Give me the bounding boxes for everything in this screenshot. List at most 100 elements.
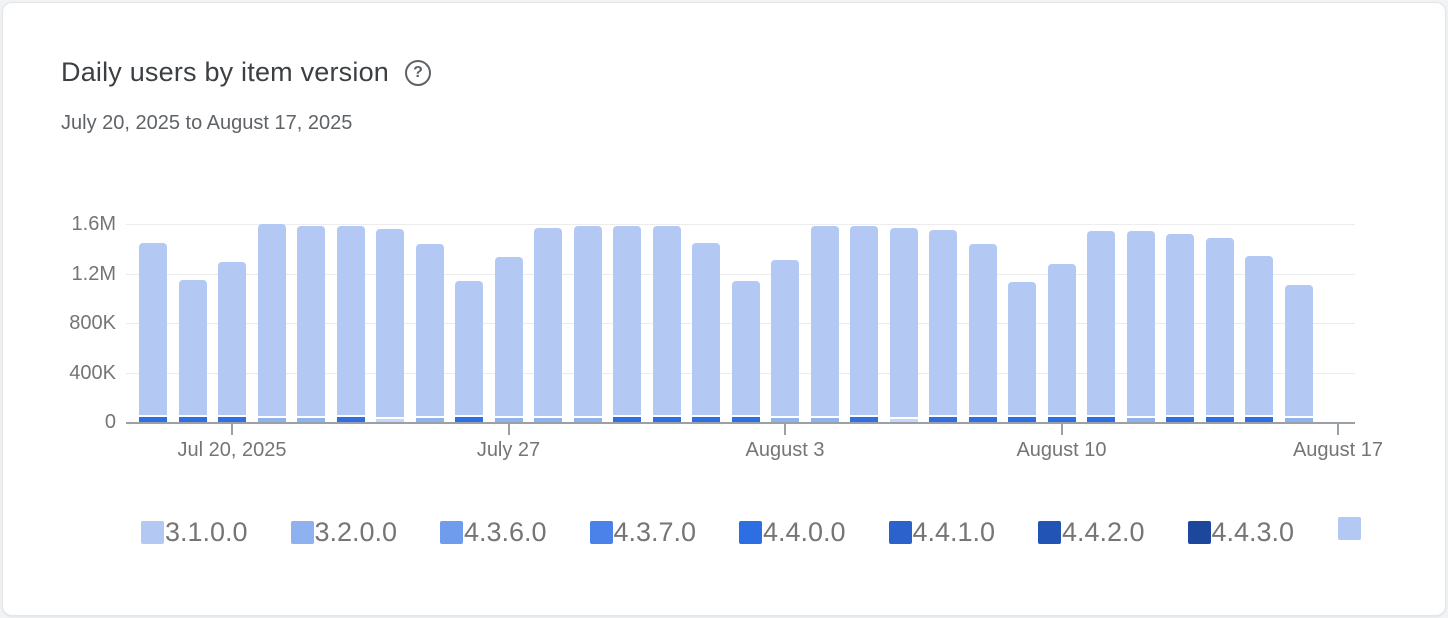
chart-bar-15[interactable] xyxy=(692,242,720,422)
legend-label: 4.3.7.0 xyxy=(613,517,697,547)
chart-bar-3[interactable] xyxy=(218,262,246,422)
bar-base-segment xyxy=(1205,417,1234,422)
bar-base-segment xyxy=(929,417,957,422)
x-tick-label: Jul 20, 2025 xyxy=(177,439,287,461)
bar-main-segment xyxy=(573,226,602,416)
bar-main-segment xyxy=(929,230,957,415)
legend-swatch xyxy=(440,521,463,544)
legend-label: 4.4.0.0 xyxy=(763,517,846,547)
chart-bar-10[interactable] xyxy=(494,257,523,422)
chart-bar-23[interactable] xyxy=(1008,282,1036,422)
x-tick-mark xyxy=(1060,422,1063,435)
legend-swatch xyxy=(290,521,314,544)
bar-base-segment xyxy=(1008,417,1036,422)
chart-bar-1[interactable] xyxy=(139,242,167,422)
chart-bar-12[interactable] xyxy=(573,226,602,422)
bar-base-segment xyxy=(613,417,641,422)
x-tick-label: August 17 xyxy=(1292,439,1384,461)
chart-bar-16[interactable] xyxy=(731,280,760,422)
x-tick-label: August 3 xyxy=(745,439,825,461)
chart-bar-18[interactable] xyxy=(810,226,839,422)
bar-base-segment xyxy=(1087,417,1115,422)
chart-bar-22[interactable] xyxy=(968,243,997,422)
bar-base-segment xyxy=(257,418,286,422)
legend-item-4.4.3.0: 4.4.3.0 xyxy=(1187,517,1295,548)
bar-main-segment xyxy=(1047,263,1076,415)
bar-main-segment xyxy=(178,279,207,415)
chart-bar-28[interactable] xyxy=(1205,237,1234,422)
x-axis-line xyxy=(126,422,1355,424)
bar-main-segment xyxy=(139,242,167,415)
bar-base-segment xyxy=(218,417,246,422)
bar-base-segment xyxy=(1166,417,1194,422)
legend-item-3.1.0.0: 3.1.0.0 xyxy=(141,517,248,548)
bar-main-segment xyxy=(1008,282,1036,415)
legend-item-4.3.7.0: 4.3.7.0 xyxy=(589,517,697,548)
legend-label: 4.4.3.0 xyxy=(1211,517,1295,547)
bar-main-segment xyxy=(889,227,918,417)
chart-bar-7[interactable] xyxy=(376,228,404,422)
bar-main-segment xyxy=(652,226,681,415)
plot-area xyxy=(125,224,1355,422)
bar-main-segment xyxy=(218,262,246,415)
bar-base-segment xyxy=(692,417,720,422)
bar-base-segment xyxy=(731,417,760,422)
chart-bar-24[interactable] xyxy=(1047,263,1076,422)
legend-item-4.4.1.0: 4.4.1.0 xyxy=(888,517,995,548)
bar-base-segment xyxy=(376,419,404,422)
chart-bar-17[interactable] xyxy=(771,259,799,422)
chart-bar-8[interactable] xyxy=(415,243,444,422)
bar-base-segment xyxy=(850,417,878,422)
chart-bar-2[interactable] xyxy=(178,279,207,422)
legend-label: 3.1.0.0 xyxy=(165,517,248,547)
bar-main-segment xyxy=(1166,233,1194,415)
bar-main-segment xyxy=(534,227,562,416)
bar-main-segment xyxy=(810,226,839,416)
chart-bar-26[interactable] xyxy=(1126,231,1155,422)
legend-swatch xyxy=(888,521,912,544)
legend-swatch xyxy=(739,521,762,544)
legend-label: 4.4.2.0 xyxy=(1062,517,1145,547)
y-tick-label: 0 xyxy=(104,411,116,433)
bar-main-segment xyxy=(771,259,799,416)
x-tick-label: August 10 xyxy=(1016,439,1107,461)
gridline-1.2M xyxy=(126,273,1355,275)
bar-main-segment xyxy=(455,280,483,415)
help-icon[interactable]: ? xyxy=(405,59,432,86)
bar-base-segment xyxy=(494,418,523,422)
chart-bar-29[interactable] xyxy=(1245,256,1273,422)
chart-bar-19[interactable] xyxy=(850,226,878,422)
bar-main-segment xyxy=(692,242,720,415)
chart-bar-9[interactable] xyxy=(455,280,483,422)
bar-main-segment xyxy=(1284,284,1313,416)
chart-bar-6[interactable] xyxy=(336,226,365,422)
bar-main-segment xyxy=(415,243,444,416)
legend-label: 4.3.6.0 xyxy=(464,517,547,547)
chart-bar-20[interactable] xyxy=(889,227,918,422)
chart-bar-5[interactable] xyxy=(297,226,325,422)
bar-main-segment xyxy=(257,224,286,416)
chart-bar-27[interactable] xyxy=(1166,233,1194,422)
chart-bar-25[interactable] xyxy=(1087,231,1115,422)
bar-main-segment xyxy=(1205,237,1234,415)
bar-base-segment xyxy=(139,417,167,422)
bar-main-segment xyxy=(494,257,523,416)
chart-bar-13[interactable] xyxy=(613,226,641,422)
chart-bar-14[interactable] xyxy=(652,226,681,422)
bar-main-segment xyxy=(1087,231,1115,415)
legend-item-4.4.0.0: 4.4.0.0 xyxy=(739,517,846,548)
chart-bar-30[interactable] xyxy=(1284,284,1313,422)
bar-main-segment xyxy=(850,226,878,415)
bar-main-segment xyxy=(336,226,365,415)
y-tick-label: 800K xyxy=(69,312,116,334)
bar-base-segment xyxy=(968,417,997,422)
bar-base-segment xyxy=(573,418,602,422)
legend-swatch xyxy=(1337,517,1361,540)
bar-base-segment xyxy=(889,419,918,422)
chart-bar-11[interactable] xyxy=(534,227,562,422)
chart-bar-21[interactable] xyxy=(929,230,957,422)
gridline-1.6M xyxy=(126,224,1355,225)
x-tick-mark xyxy=(507,422,510,435)
chart-bar-4[interactable] xyxy=(257,224,286,422)
x-tick-mark xyxy=(784,422,786,435)
